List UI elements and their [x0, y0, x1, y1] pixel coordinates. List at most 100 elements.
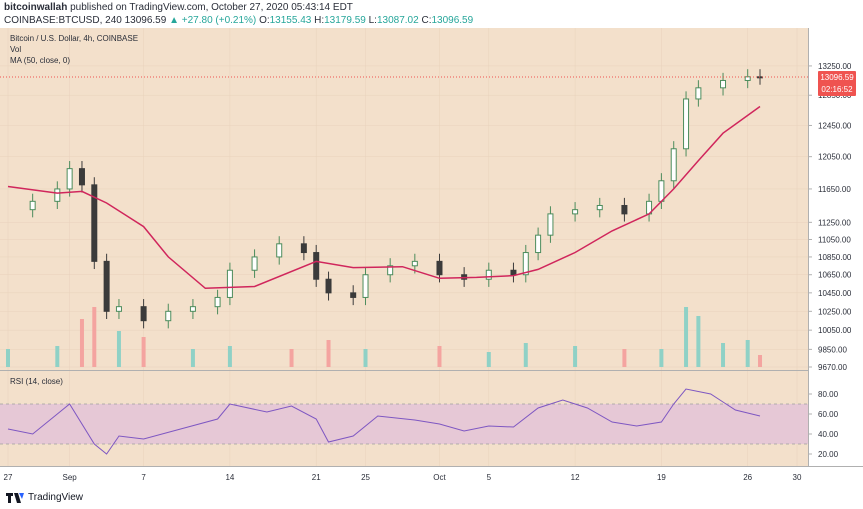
volume-bar [227, 346, 232, 367]
price-tag-bg [818, 71, 856, 97]
h-label: H: [314, 15, 325, 26]
candle-body [683, 98, 690, 150]
candle-body [103, 260, 110, 312]
chart-canvas[interactable]: 13250.0012850.0012450.0012050.0011650.00… [0, 28, 863, 488]
candle-body [189, 306, 196, 312]
high-value: 13179.59 [324, 15, 366, 26]
l-label: L: [368, 15, 377, 26]
price-tick-label: 9850.00 [818, 345, 847, 354]
candle-body [251, 256, 258, 271]
time-tick-label: Sep [63, 473, 78, 482]
volume-bar [684, 307, 689, 367]
candle-body [226, 269, 233, 298]
candle-body [695, 87, 702, 100]
price-tag-value: 13096.59 [820, 73, 854, 82]
price-tag: 13096.59 02:16:52 [818, 71, 856, 97]
time-tick-label: 25 [361, 473, 370, 482]
volume-bar [116, 331, 121, 367]
time-tick-label: 26 [743, 473, 752, 482]
low-value: 13087.02 [376, 15, 419, 26]
price-tick-label: 10450.00 [818, 289, 852, 298]
time-tick-label: Oct [433, 473, 446, 482]
candle-body [510, 269, 517, 276]
legend-title[interactable]: Bitcoin / U.S. Dollar, 4h, COINBASE [10, 34, 138, 43]
published-text: published on TradingView.com, October 27… [70, 2, 353, 13]
candle-body [572, 209, 579, 215]
volume-bar [573, 346, 578, 367]
volume-bar [622, 349, 627, 367]
price-tick-label: 10050.00 [818, 326, 852, 335]
candle-body [115, 306, 122, 312]
open-value: 13155.43 [269, 15, 312, 26]
candle-body [29, 200, 36, 211]
rsi-tick-label: 20.00 [818, 450, 839, 459]
candle-body [313, 252, 320, 280]
o-label: O: [259, 15, 270, 26]
time-axis-bg[interactable] [0, 466, 863, 488]
chart-legend: Bitcoin / U.S. Dollar, 4h, COINBASE Vol … [10, 34, 138, 386]
candle-body [757, 76, 764, 79]
price-tick-label: 11250.00 [818, 218, 851, 227]
price-tick-label: 10850.00 [818, 253, 852, 262]
volume-bar [437, 346, 442, 367]
candle-body [436, 260, 443, 276]
volume-bar [141, 337, 146, 367]
volume-bar [326, 340, 331, 367]
time-tick-label: 12 [571, 473, 580, 482]
candle-body [350, 292, 357, 298]
legend-ma[interactable]: MA (50, close, 0) [10, 56, 70, 65]
price-tick-label: 10650.00 [818, 271, 852, 280]
volume-bar [486, 352, 491, 367]
candle-body [720, 79, 727, 89]
price-tick-label: 13250.00 [818, 62, 852, 71]
price-tick-label: 11650.00 [818, 185, 851, 194]
publisher-name[interactable]: bitcoinwallah [4, 2, 68, 13]
tradingview-brand[interactable]: TradingView [6, 492, 83, 503]
volume-bar [92, 307, 97, 367]
volume-bar [79, 319, 84, 367]
candle-body [621, 204, 628, 215]
price-tick-label: 10250.00 [818, 307, 852, 316]
price-tick-label: 12050.00 [818, 153, 852, 162]
c-label: C: [421, 15, 432, 26]
legend-vol[interactable]: Vol [10, 45, 21, 54]
price-tag-countdown: 02:16:52 [821, 85, 853, 94]
price-tick-label: 9670.00 [818, 363, 847, 372]
ohlc-line: COINBASE:BTCUSD, 240 13096.59 ▲ +27.80 (… [4, 15, 473, 26]
time-tick-label: 19 [657, 473, 666, 482]
time-tick-label: 5 [487, 473, 492, 482]
volume-bar [289, 349, 294, 367]
symbol-label: COINBASE:BTCUSD, 240 [4, 15, 122, 26]
candle-body [276, 243, 283, 258]
last-price: 13096.59 [124, 15, 167, 26]
legend-rsi[interactable]: RSI (14, close) [10, 377, 63, 386]
publisher-line: bitcoinwallah published on TradingView.c… [4, 2, 353, 13]
candle-body [91, 184, 98, 262]
price-tick-label: 11050.00 [818, 235, 851, 244]
rsi-line [7, 388, 761, 455]
brand-label: TradingView [28, 492, 84, 503]
candle-body [300, 243, 307, 254]
price-change: ▲ +27.80 (+0.21%) [169, 15, 257, 26]
candle-body [658, 180, 665, 202]
time-tick-label: 27 [4, 473, 13, 482]
close-value: 13096.59 [431, 15, 474, 26]
candle-body [596, 204, 603, 211]
time-tick-label: 7 [141, 473, 146, 482]
candle-body [54, 188, 61, 202]
volume-bar [659, 349, 664, 367]
volume-bar [745, 340, 750, 367]
candle-body [165, 310, 172, 322]
rsi-tick-label: 80.00 [818, 390, 839, 399]
time-tick-label: 30 [793, 473, 802, 482]
candle-body [670, 148, 677, 182]
main-pane-bg [0, 28, 808, 370]
price-axis-bg[interactable] [808, 28, 863, 466]
volume-bar [363, 349, 368, 367]
rsi-tick-label: 60.00 [818, 410, 839, 419]
candle-body [78, 168, 85, 186]
tradingview-logo-icon [6, 493, 24, 503]
volume-bar [6, 349, 10, 367]
candle-body [547, 213, 554, 236]
candle-body [362, 274, 369, 298]
